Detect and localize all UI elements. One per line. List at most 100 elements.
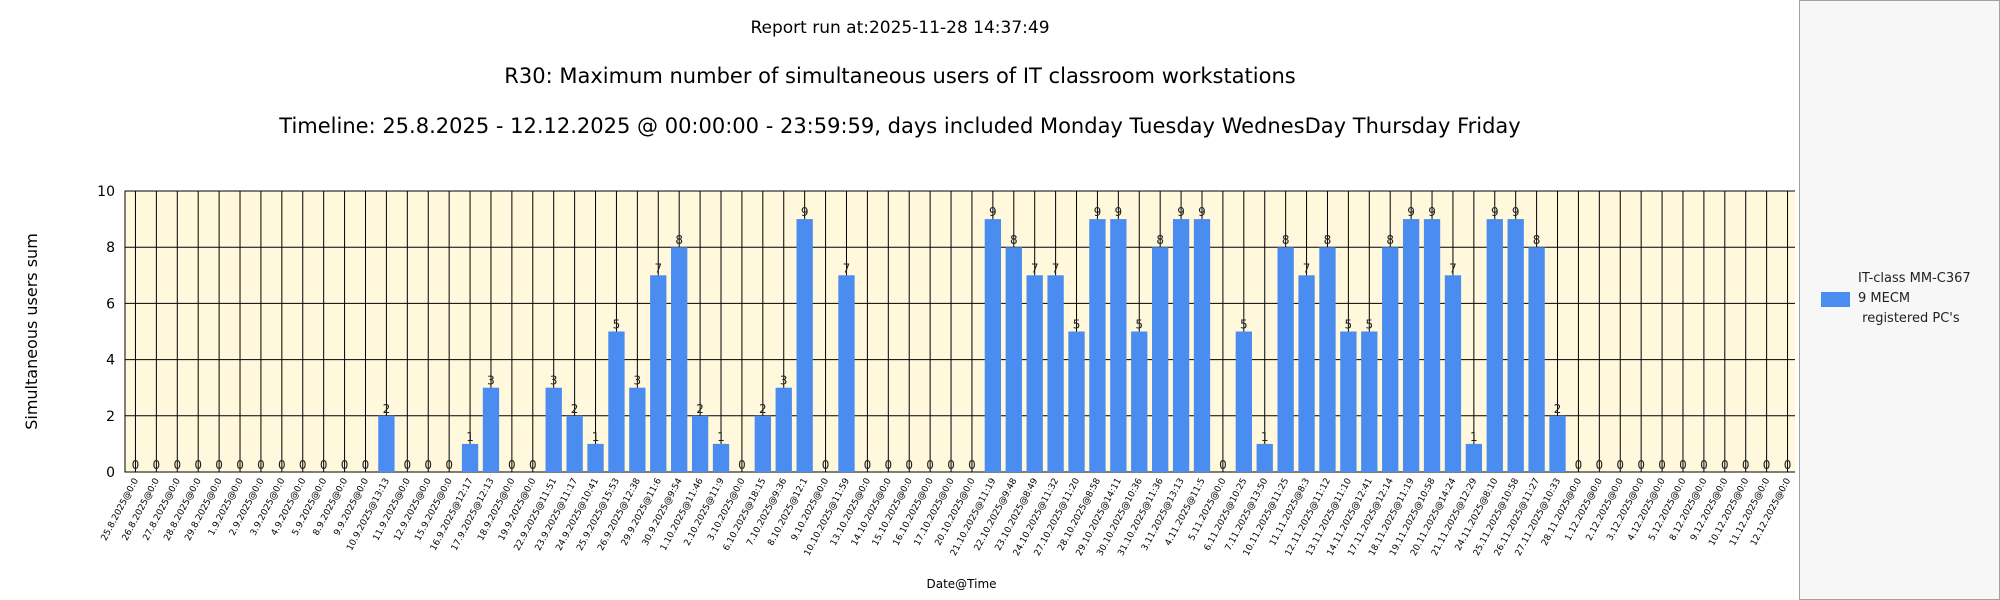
data-label: 2 [571,402,579,416]
data-label: 0 [1575,458,1583,472]
data-label: 0 [362,458,370,472]
data-label: 9 [1428,205,1436,219]
data-label: 9 [801,205,809,219]
data-label: 9 [1407,205,1415,219]
data-label: 0 [194,458,202,472]
bar [1235,331,1252,472]
data-label: 0 [403,458,411,472]
data-label: 0 [445,458,453,472]
data-label: 8 [1386,233,1394,247]
bar [629,387,646,472]
bar [1402,219,1420,472]
data-label: 0 [905,458,913,472]
bar [671,247,688,472]
data-label: 0 [424,458,432,472]
data-label: 0 [278,458,286,472]
bar [691,415,709,472]
data-label: 0 [320,458,328,472]
data-label: 0 [822,458,830,472]
data-label: 0 [1742,458,1750,472]
bar [1110,219,1127,472]
legend: IT-class MM-C367 9 MECM registered PC's [1799,0,2000,600]
data-label: 5 [1240,318,1248,332]
bar [1319,247,1336,472]
bar [1382,247,1399,472]
bar [984,219,1002,472]
data-label: 3 [634,374,642,388]
data-label: 5 [613,318,621,332]
data-label: 1 [1261,430,1269,444]
data-label: 7 [1303,261,1311,275]
data-label: 0 [947,458,955,472]
bar [608,331,625,472]
data-label: 9 [1177,205,1185,219]
data-label: 3 [487,374,495,388]
bar [1131,331,1148,472]
data-label: 8 [1156,233,1164,247]
bar [545,387,562,472]
y-axis-label: Simultaneous users sum [22,233,41,430]
legend-label: IT-class MM-C367 9 MECM registered PC's [1858,271,1971,326]
data-label: 8 [1282,233,1290,247]
bar [650,275,667,472]
chart-title: R30: Maximum number of simultaneous user… [504,64,1296,88]
data-label: 8 [675,233,683,247]
bar [1172,219,1190,472]
bar [1068,331,1085,472]
data-label: 0 [1658,458,1666,472]
bar [1193,219,1211,472]
data-label: 0 [236,458,244,472]
data-label: 5 [1135,318,1143,332]
bar [1465,443,1483,472]
bar-chart: 0246810025.8.2025@0:0026.8.2025@0:0027.8… [22,184,1795,591]
bar [566,415,583,472]
bar [1361,331,1378,472]
data-label: 0 [1721,458,1729,472]
data-label: 2 [759,402,767,416]
bar [754,415,771,472]
data-label: 9 [1115,205,1123,219]
data-label: 0 [864,458,872,472]
legend-swatch [1821,292,1850,307]
bar [1005,247,1022,472]
data-label: 3 [550,374,558,388]
data-label: 0 [1679,458,1687,472]
data-label: 0 [132,458,140,472]
bar [587,443,604,472]
bar [1340,331,1357,472]
data-label: 0 [1637,458,1645,472]
data-label: 5 [1073,318,1081,332]
data-label: 0 [508,458,516,472]
chart-subtitle: Timeline: 25.8.2025 - 12.12.2025 @ 00:00… [279,114,1521,138]
bar [1486,219,1503,472]
data-label: 0 [1700,458,1708,472]
data-label: 1 [717,430,725,444]
report-run-timestamp: Report run at:2025-11-28 14:37:49 [750,18,1050,38]
data-label: 1 [466,430,474,444]
data-label: 0 [153,458,161,472]
data-label: 0 [257,458,265,472]
bar [1256,443,1273,472]
bar [838,275,855,472]
data-label: 8 [1324,233,1332,247]
data-label: 9 [1094,205,1102,219]
y-tick-label: 4 [106,353,115,369]
data-label: 7 [843,261,851,275]
bar [1549,415,1566,472]
data-label: 0 [529,458,537,472]
data-label: 0 [926,458,934,472]
data-label: 3 [780,374,788,388]
data-label: 0 [1219,458,1227,472]
data-label: 0 [738,458,746,472]
bar [482,387,500,472]
bar [1089,219,1106,472]
data-label: 2 [383,402,391,416]
data-label: 7 [1052,261,1060,275]
bar [1423,219,1441,472]
data-label: 5 [1345,318,1353,332]
y-tick-label: 6 [106,296,115,312]
bar [1528,247,1545,472]
bar [1507,219,1524,472]
data-label: 1 [1470,430,1478,444]
data-label: 0 [1763,458,1771,472]
